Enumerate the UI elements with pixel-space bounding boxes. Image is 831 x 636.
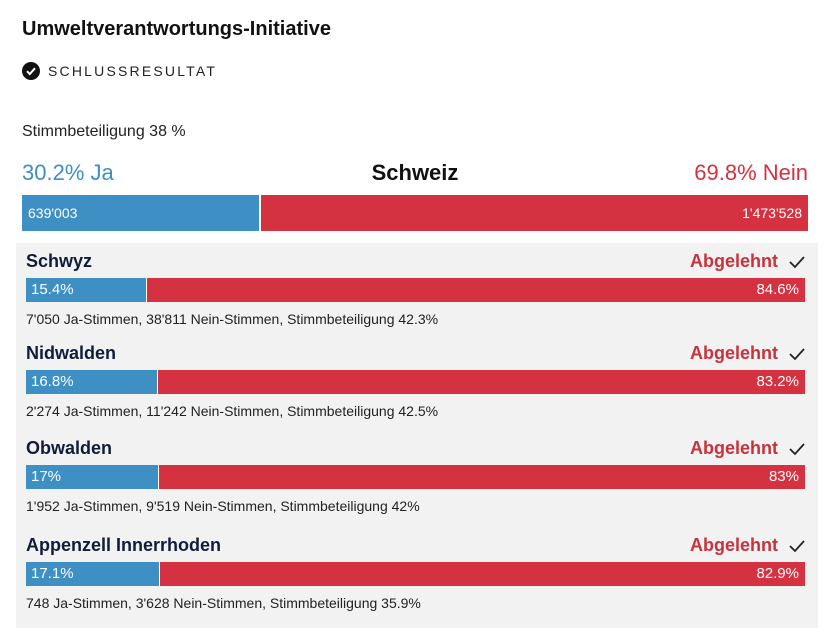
canton-ja-bar: 16.8%: [26, 370, 157, 394]
canton-result: Abgelehnt: [690, 343, 806, 364]
status-label: SCHLUSSRESULTAT: [48, 63, 218, 79]
national-ja-label: 30.2% Ja: [22, 160, 114, 185]
cantons-panel: Schwyz Abgelehnt 15.4% 84.6% 7'050 Ja-St…: [16, 243, 818, 628]
canton-ja-bar: 17.1%: [26, 562, 160, 586]
canton-bar: 16.8% 83.2%: [26, 370, 805, 394]
check-icon: [789, 255, 805, 268]
canton-result: Abgelehnt: [690, 535, 806, 556]
canton-nein-bar: 82.9%: [159, 562, 805, 586]
canton-nein-bar: 84.6%: [145, 278, 805, 302]
canton-detail: 1'952 Ja-Stimmen, 9'519 Nein-Stimmen, St…: [26, 498, 420, 514]
canton-result: Abgelehnt: [690, 438, 806, 459]
canton-nein-percent: 84.6%: [756, 281, 799, 298]
canton-name: Schwyz: [26, 251, 93, 271]
canton-result-label: Abgelehnt: [690, 438, 778, 458]
check-icon: [789, 442, 805, 455]
canton-ja-percent: 16.8%: [31, 373, 74, 390]
canton-nein-percent: 83%: [768, 468, 799, 485]
check-icon: [789, 347, 805, 360]
canton-ja-percent: 15.4%: [31, 281, 74, 298]
canton-result-label: Abgelehnt: [690, 343, 778, 363]
national-nein-label: 69.8% Nein: [694, 160, 808, 185]
national-name: Schweiz: [371, 160, 459, 185]
check-icon: [789, 539, 805, 552]
canton-nein-percent: 83.2%: [756, 373, 799, 390]
canton-result-label: Abgelehnt: [690, 251, 778, 271]
page-title: Umweltverantwortungs-Initiative: [22, 18, 331, 40]
canton-detail: 7'050 Ja-Stimmen, 38'811 Nein-Stimmen, S…: [26, 311, 439, 327]
canton-result: Abgelehnt: [690, 251, 806, 272]
canton-ja-percent: 17%: [31, 468, 62, 485]
canton-nein-bar: 83.2%: [156, 370, 805, 394]
canton-bar: 17% 83%: [26, 465, 805, 489]
check-circle-icon: [22, 62, 40, 80]
canton-ja-percent: 17.1%: [31, 565, 74, 582]
canton-ja-bar: 17%: [26, 465, 159, 489]
turnout-text: Stimmbeteiligung 38 %: [22, 123, 186, 140]
national-ja-votes: 639'003: [28, 205, 78, 221]
national-nein-votes: 1'473'528: [742, 205, 802, 221]
national-bar: 639'003 1'473'528: [22, 195, 808, 231]
national-nein-bar: 1'473'528: [259, 195, 808, 231]
status-row: SCHLUSSRESULTAT: [22, 62, 217, 80]
canton-nein-bar: 83%: [158, 465, 805, 489]
canton-name: Appenzell Innerrhoden: [26, 535, 222, 555]
national-ja-bar: 639'003: [22, 195, 260, 231]
canton-bar: 17.1% 82.9%: [26, 562, 805, 586]
canton-result-label: Abgelehnt: [690, 535, 778, 555]
canton-detail: 2'274 Ja-Stimmen, 11'242 Nein-Stimmen, S…: [26, 403, 439, 419]
canton-nein-percent: 82.9%: [756, 565, 799, 582]
canton-bar: 15.4% 84.6%: [26, 278, 805, 302]
national-header: 30.2% Ja Schweiz 69.8% Nein: [22, 160, 808, 190]
canton-detail: 748 Ja-Stimmen, 3'628 Nein-Stimmen, Stim…: [26, 595, 421, 611]
canton-ja-bar: 15.4%: [26, 278, 146, 302]
canton-name: Obwalden: [26, 438, 113, 458]
canton-name: Nidwalden: [26, 343, 117, 363]
